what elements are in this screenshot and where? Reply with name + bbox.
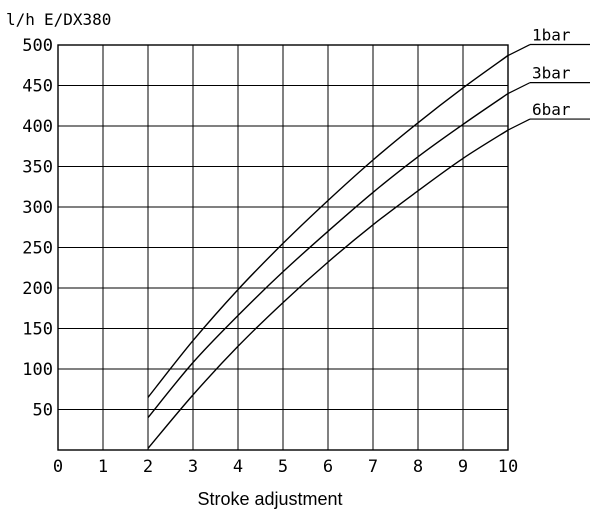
x-tick-label: 6 [323,457,333,477]
series-line-3bar [147,93,509,419]
y-tick-label: 150 [22,320,53,340]
plot-border [57,44,509,451]
y-tick-label: 50 [33,401,53,421]
y-tick-label: 300 [22,198,53,218]
y-tick-label: 250 [22,239,53,259]
x-tick-label: 4 [233,457,243,477]
series-label-3bar: 3bar [532,64,571,83]
x-tick-label: 9 [458,457,468,477]
series-label-1bar: 1bar [532,26,571,45]
series-label-6bar: 6bar [532,100,571,119]
series-leader-1bar [507,43,531,57]
series-line-1bar [147,54,509,398]
x-tick-label: 1 [98,457,108,477]
series-labels: 1bar 3bar 6bar [507,26,590,131]
y-axis-ticks: 50 100 150 200 250 300 350 400 450 500 [22,36,53,421]
y-tick-label: 450 [22,77,53,97]
y-tick-label: 200 [22,279,53,299]
x-tick-label: 3 [188,457,198,477]
x-tick-label: 2 [143,457,153,477]
x-axis-ticks: 0 1 2 3 4 5 6 7 8 9 10 [53,457,518,477]
x-tick-label: 7 [368,457,378,477]
series-leader-6bar [507,118,531,131]
series-leader-3bar [507,82,531,95]
unit-label: l/h [6,10,35,29]
y-tick-label: 400 [22,117,53,137]
model-label: E/DX380 [44,10,111,29]
x-tick-label: 0 [53,457,63,477]
y-tick-label: 500 [22,36,53,56]
y-tick-label: 100 [22,360,53,380]
series-line-6bar [147,129,509,449]
x-axis-label: Stroke adjustment [197,489,342,509]
x-tick-label: 8 [413,457,423,477]
grid [58,45,508,450]
x-tick-label: 10 [498,457,518,477]
series-lines [147,54,509,449]
x-tick-label: 5 [278,457,288,477]
y-tick-label: 350 [22,158,53,178]
plot-frame [57,44,509,451]
